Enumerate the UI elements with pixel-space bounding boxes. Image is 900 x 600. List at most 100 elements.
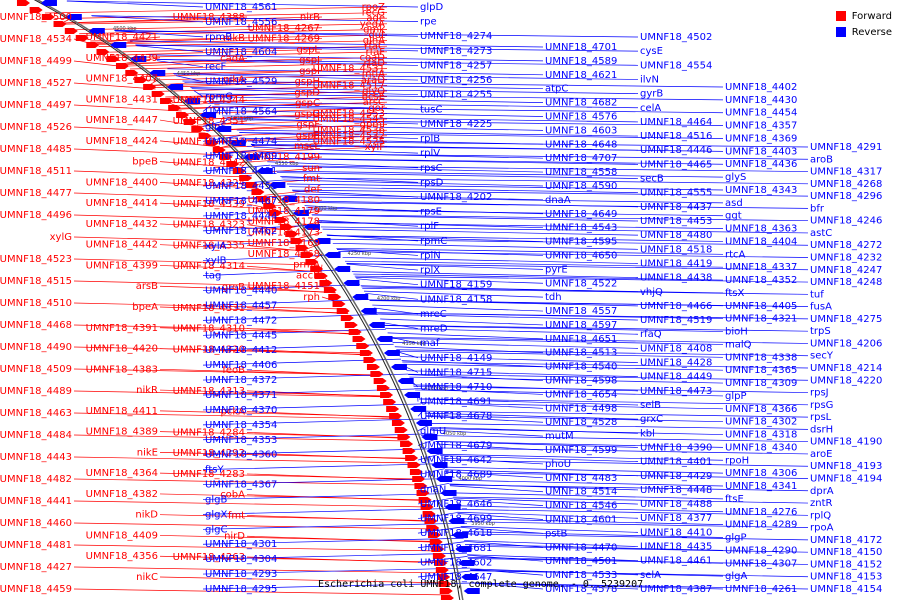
- forward-feature-leader: [73, 456, 417, 464]
- forward-feature-leader: [79, 27, 323, 35]
- forward-feature-label: UMNF18_4500: [0, 12, 72, 23]
- reverse-feature-leader: [458, 518, 724, 525]
- reverse-feature-leader: [433, 435, 809, 443]
- reverse-feature-label: glgP: [725, 533, 747, 544]
- reverse-feature: [360, 308, 377, 314]
- reverse-feature-leader: [451, 492, 724, 500]
- forward-feature-label: UMNF18_4509: [0, 364, 72, 375]
- forward-feature: [290, 238, 304, 244]
- reverse-feature-label: UMNF18_4318: [725, 430, 797, 441]
- forward-feature: [437, 574, 451, 580]
- reverse-feature-label: phoU: [545, 459, 571, 470]
- legend-reverse: Reverse: [835, 24, 892, 40]
- forward-feature: [268, 210, 282, 216]
- reverse-feature: [215, 126, 232, 132]
- forward-feature: [391, 420, 405, 426]
- reverse-feature-leader: [66, 0, 419, 8]
- reverse-feature-leader: [202, 582, 473, 590]
- legend-label-forward: Forward: [851, 10, 892, 22]
- reverse-feature-leader: [408, 374, 544, 381]
- forward-feature-leader: [190, 113, 388, 120]
- reverse-feature-leader: [390, 337, 809, 344]
- reverse-feature: [88, 28, 105, 34]
- feature-labels: UMNF18_4500 UMNF18_4534 UMNF18_4499 UMNF18_…: [0, 2, 882, 595]
- forward-feature-label: rfaC: [364, 41, 385, 52]
- reverse-feature-label: UMNF18_4301: [205, 539, 277, 550]
- reverse-feature: [292, 210, 309, 216]
- reverse-feature-label: rpsG: [810, 400, 833, 411]
- forward-feature: [400, 441, 414, 447]
- forward-feature-leader: [73, 192, 268, 200]
- reverse-feature-leader: [412, 384, 639, 392]
- reverse-feature-label: zntR: [810, 498, 833, 509]
- reverse-feature-label: UMNF18_4428: [640, 358, 712, 369]
- forward-feature: [424, 518, 438, 524]
- reverse-feature-leader: [332, 242, 639, 250]
- reverse-feature-leader: [336, 247, 724, 255]
- reverse-feature-leader: [155, 59, 419, 66]
- reverse-feature-label: UMNF18_4595: [545, 237, 617, 248]
- reverse-feature: [256, 168, 273, 174]
- reverse-feature-label: UMNF18_4464: [640, 117, 712, 128]
- forward-feature-leader: [246, 556, 445, 564]
- forward-feature-label: UMNF18_4424: [86, 136, 158, 147]
- reverse-feature-leader: [408, 373, 809, 381]
- reverse-feature-label: UMNF18_4159: [420, 280, 492, 291]
- forward-feature-leader: [144, 73, 388, 81]
- reverse-feature: [448, 518, 465, 524]
- forward-feature: [176, 112, 190, 118]
- reverse-feature-label: UMNF18_4444: [205, 211, 277, 222]
- forward-feature-label: nirB: [300, 12, 320, 23]
- forward-feature-label: arsC: [363, 97, 385, 108]
- legend-label-reverse: Reverse: [851, 26, 892, 38]
- forward-feature-label: gspH: [295, 77, 320, 88]
- forward-feature-label: UMNF18_4269: [248, 34, 320, 45]
- forward-feature-label: UMNF18_4173: [248, 227, 320, 238]
- forward-feature-label: gspC: [295, 98, 320, 109]
- reverse-feature-leader: [291, 189, 809, 197]
- reverse-feature: [269, 182, 286, 188]
- forward-feature-label: UMNF18_4490: [0, 342, 72, 353]
- reverse-feature-leader: [464, 540, 544, 548]
- forward-feature: [251, 189, 265, 195]
- reverse-feature-leader: [428, 423, 809, 430]
- forward-feature: [359, 350, 373, 356]
- reverse-feature-label: UMNF18_4158: [420, 294, 492, 305]
- reverse-feature-leader: [258, 151, 544, 159]
- reverse-feature-label: UMNF18_4302: [725, 417, 797, 428]
- forward-feature-label: UMNF18_4545: [313, 114, 385, 125]
- reverse-feature-leader: [202, 269, 351, 276]
- reverse-feature-label: UMNF18_4255: [420, 90, 492, 101]
- reverse-feature-leader: [129, 40, 544, 48]
- forward-feature-label: UMNF18_4468: [0, 320, 72, 331]
- forward-feature-leader: [159, 202, 276, 210]
- forward-feature-label: UMNF18_4324: [173, 178, 245, 189]
- forward-feature: [64, 28, 78, 34]
- forward-feature-label: UMNF18_4292: [173, 448, 245, 459]
- reverse-feature-label: UMNF18_4370: [205, 405, 277, 416]
- reverse-feature-label: UMNF18_4597: [545, 320, 617, 331]
- reverse-feature-leader: [202, 149, 257, 157]
- forward-feature-leader: [114, 51, 388, 59]
- forward-feature-label: UMNF18_4314: [173, 261, 245, 272]
- reverse-feature-label: UMNF18_4206: [810, 338, 882, 349]
- reverse-feature-label: glpP: [725, 391, 747, 402]
- reverse-feature-label: glpD: [420, 2, 443, 13]
- reverse-feature: [421, 434, 438, 440]
- reverse-feature-label: UMNF18_4248: [810, 277, 882, 288]
- forward-feature-label: arsB: [136, 281, 158, 292]
- reverse-feature-leader: [304, 205, 419, 212]
- forward-feature-label: cadA: [220, 54, 245, 65]
- forward-feature-label: UMNF18_4460: [0, 518, 72, 529]
- reverse-feature-label: UMNF18_4268: [810, 179, 882, 190]
- reverse-feature-leader: [259, 152, 809, 160]
- forward-feature: [160, 98, 174, 104]
- forward-feature-label: nikA: [223, 74, 245, 85]
- reverse-feature-leader: [295, 193, 544, 201]
- reverse-feature-label: celA: [640, 103, 661, 114]
- forward-feature-label: coaD: [360, 52, 386, 63]
- reverse-feature-label: rtcA: [725, 249, 746, 260]
- forward-feature-leader: [95, 38, 323, 45]
- reverse-feature-label: UMNF18_4469: [205, 151, 277, 162]
- reverse-feature-label: astC: [810, 228, 832, 239]
